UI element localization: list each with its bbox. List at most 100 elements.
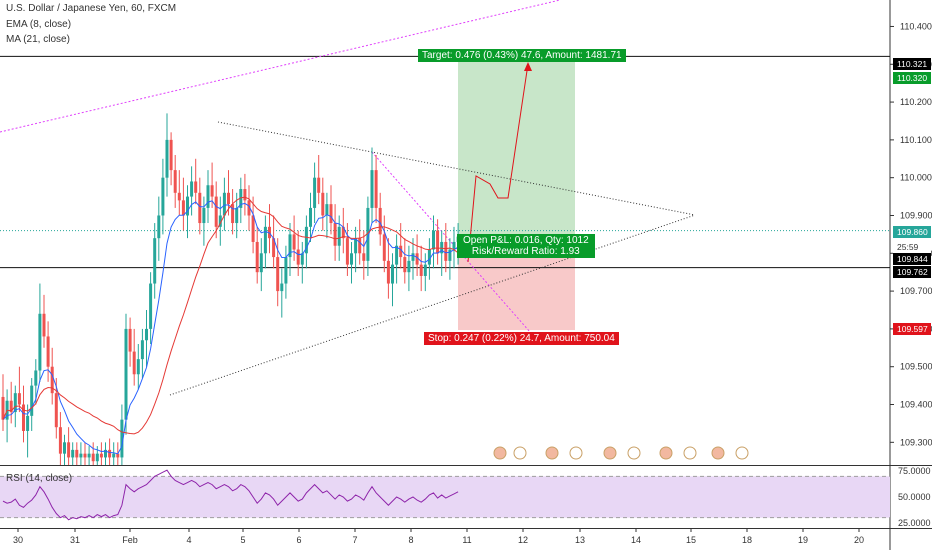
candle-body bbox=[169, 139, 173, 171]
candle-body bbox=[26, 415, 30, 431]
time-tick-label: Feb bbox=[122, 535, 138, 545]
candle-body bbox=[42, 313, 46, 337]
pnl-label: Open P&L: 0.016, Qty: 1012 Risk/Reward R… bbox=[457, 234, 595, 258]
candle-body bbox=[161, 177, 165, 216]
candle-body bbox=[255, 241, 259, 273]
event-icon bbox=[603, 446, 617, 460]
time-tick-label: 15 bbox=[686, 535, 696, 545]
ma-line bbox=[2, 196, 459, 435]
candle-body bbox=[391, 264, 394, 284]
price-tick-label: 109.700 bbox=[900, 286, 932, 296]
price-badge-label: 109.762 bbox=[897, 267, 928, 277]
candle-body bbox=[374, 170, 378, 208]
candle-body bbox=[79, 453, 83, 458]
candle-body bbox=[124, 328, 128, 420]
candle-body bbox=[194, 181, 198, 193]
candle-body bbox=[288, 234, 292, 258]
candle-body bbox=[173, 170, 177, 193]
price-pane bbox=[0, 0, 890, 465]
price-tick-label: 109.900 bbox=[900, 210, 932, 220]
rsi-tick-label: 50.0000 bbox=[898, 492, 931, 502]
event-icon bbox=[659, 446, 673, 460]
candle-body bbox=[239, 189, 243, 208]
candle-body bbox=[325, 204, 329, 216]
candle-body bbox=[235, 207, 239, 224]
price-tick-label: 109.500 bbox=[900, 362, 932, 372]
event-icon bbox=[735, 446, 749, 460]
time-tick-label: 19 bbox=[798, 535, 808, 545]
candle-body bbox=[276, 257, 280, 292]
candle-body bbox=[444, 241, 448, 261]
candle-body bbox=[407, 260, 411, 273]
candle-body bbox=[231, 204, 235, 224]
candle-body bbox=[198, 192, 202, 224]
price-badge bbox=[893, 266, 931, 278]
candle-body bbox=[58, 427, 62, 454]
candle-body bbox=[177, 192, 181, 201]
price-badge bbox=[893, 253, 931, 265]
candle-body bbox=[153, 238, 157, 284]
time-tick-label: 4 bbox=[186, 535, 191, 545]
price-badge-label: 109.860 bbox=[897, 227, 928, 237]
price-badge-label: 110.321 bbox=[897, 59, 927, 69]
price-badge bbox=[893, 72, 931, 84]
event-icon bbox=[513, 446, 527, 460]
time-tick-label: 18 bbox=[742, 535, 752, 545]
candle-body bbox=[165, 139, 169, 178]
candle-body bbox=[116, 453, 120, 458]
price-badge-label: 110.320 bbox=[897, 73, 927, 83]
candle-body bbox=[263, 226, 267, 254]
candle-body bbox=[395, 245, 399, 265]
candle-body bbox=[190, 181, 194, 197]
price-tick-label: 109.400 bbox=[900, 400, 932, 410]
candle-body bbox=[206, 185, 210, 208]
price-badge bbox=[893, 241, 931, 253]
pnl-text: Open P&L: 0.016, Qty: 1012 bbox=[463, 235, 589, 246]
candle-body bbox=[423, 264, 427, 276]
projection-path bbox=[467, 63, 529, 263]
candle-body bbox=[99, 453, 103, 458]
candle-body bbox=[452, 241, 456, 250]
time-tick-label: 5 bbox=[240, 535, 245, 545]
candle-body bbox=[46, 336, 50, 367]
candle-body bbox=[317, 177, 321, 193]
price-badge-label: 25:59 bbox=[897, 242, 919, 252]
candle-body bbox=[87, 453, 91, 458]
candle-body bbox=[181, 200, 185, 216]
candle-body bbox=[399, 245, 403, 258]
price-tick-label: 110.100 bbox=[900, 135, 932, 145]
candle-body bbox=[432, 230, 435, 250]
price-badge bbox=[893, 323, 931, 335]
time-tick-label: 31 bbox=[70, 535, 80, 545]
candle-body bbox=[83, 453, 87, 458]
price-tick-label: 109.300 bbox=[900, 437, 932, 447]
time-tick-label: 8 bbox=[408, 535, 413, 545]
candle-body bbox=[50, 366, 54, 394]
candle-body bbox=[210, 185, 214, 197]
event-icon bbox=[711, 446, 725, 460]
price-badge-label: 109.597 bbox=[897, 324, 928, 334]
rsi-line bbox=[2, 469, 459, 521]
time-tick-label: 13 bbox=[575, 535, 585, 545]
candle-body bbox=[309, 207, 312, 227]
candle-body bbox=[411, 253, 415, 261]
candle-body bbox=[296, 249, 300, 265]
candle-body bbox=[63, 442, 66, 454]
candle-body bbox=[345, 238, 349, 265]
candle-body bbox=[218, 215, 222, 227]
candle-body bbox=[22, 404, 25, 431]
price-badge bbox=[893, 226, 931, 238]
price-badge-label: 109.844 bbox=[897, 254, 928, 264]
candle-body bbox=[415, 253, 419, 265]
candle-body bbox=[440, 241, 444, 254]
candle-body bbox=[202, 207, 206, 224]
candle-body bbox=[362, 253, 366, 261]
candle-body bbox=[366, 207, 370, 261]
candle-body bbox=[329, 204, 333, 224]
ema-legend: EMA (8, close) bbox=[6, 19, 72, 30]
candle-body bbox=[120, 419, 124, 458]
candle-body bbox=[128, 328, 132, 352]
candle-body bbox=[448, 249, 452, 261]
candle-body bbox=[370, 170, 374, 208]
candle-body bbox=[145, 328, 148, 341]
